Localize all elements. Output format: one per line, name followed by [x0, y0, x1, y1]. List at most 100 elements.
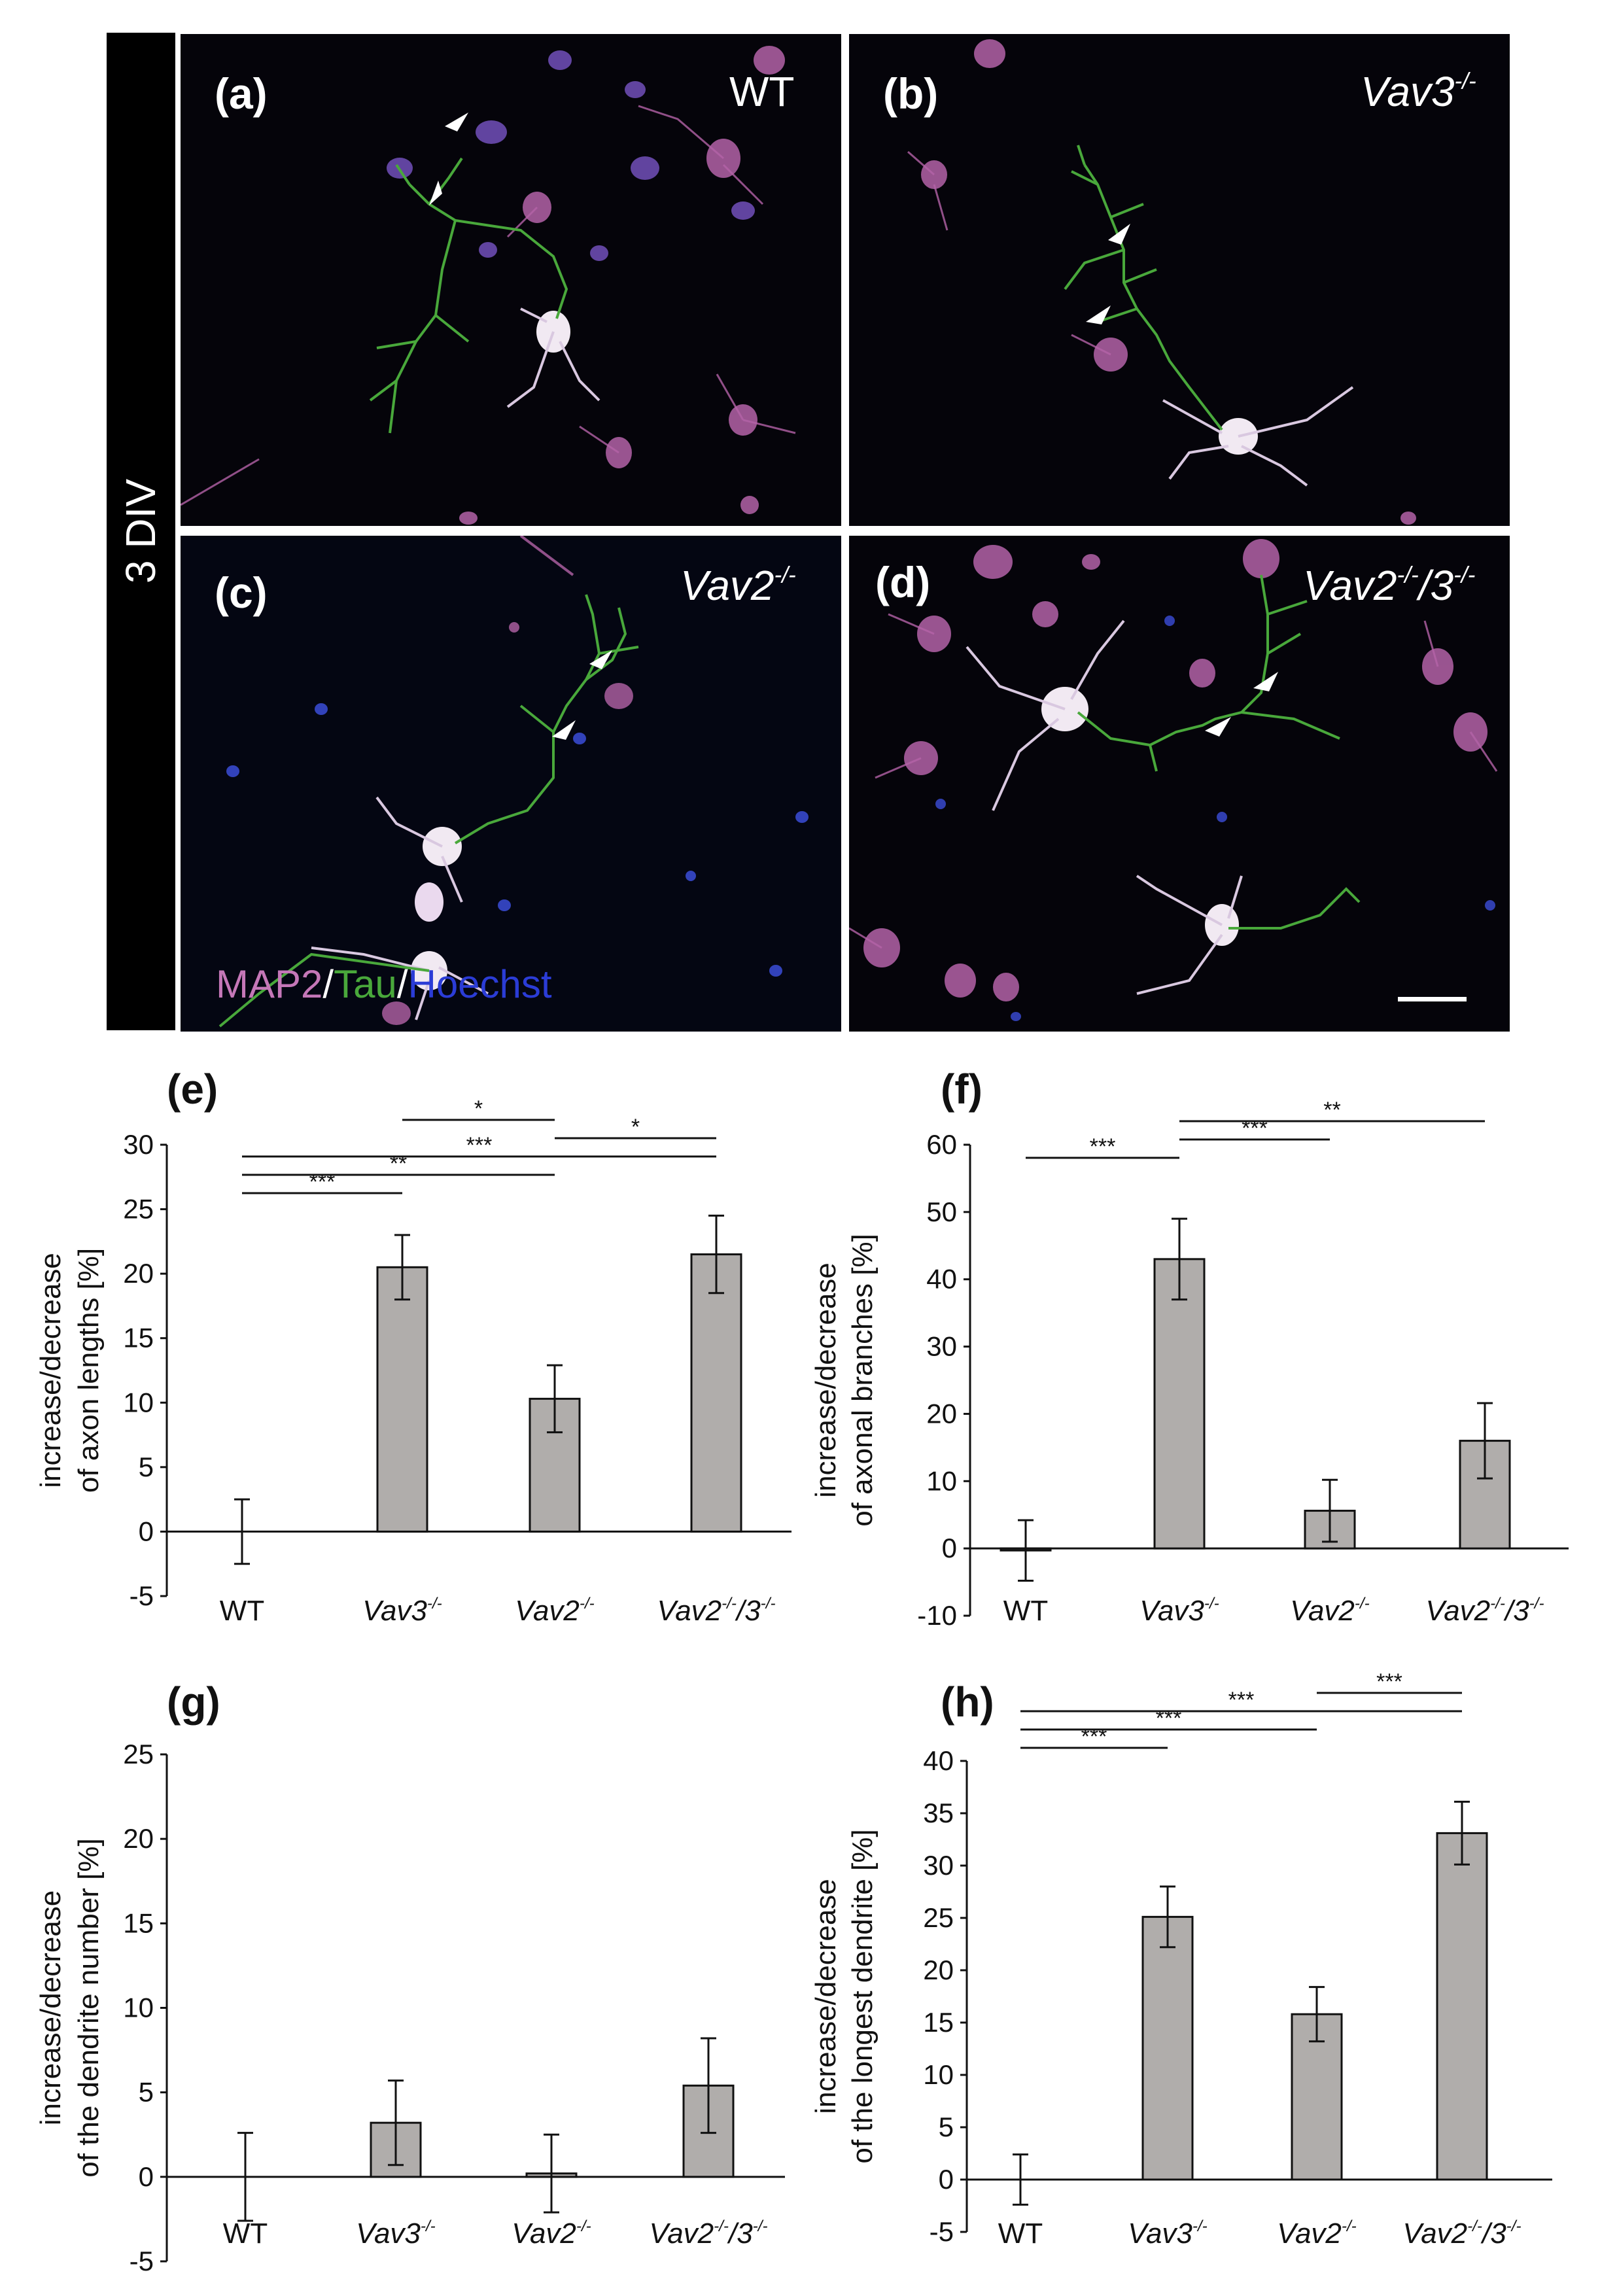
y-axis-label: of the dendrite number [%]	[73, 1838, 105, 2178]
y-axis-label: increase/decrease	[35, 1890, 67, 2126]
x-tick-label: Vav2-/-	[1277, 2218, 1357, 2250]
x-tick-label: WT	[219, 1595, 265, 1627]
y-tick-label: 30	[926, 1331, 957, 1362]
y-tick-label: 0	[139, 1516, 154, 1546]
y-tick-label: 25	[923, 1902, 954, 1933]
chart-label-f: (f)	[941, 1066, 983, 1113]
x-tick-label: Vav2-/-/3-/-	[1425, 1595, 1544, 1627]
y-tick-label: -5	[930, 2216, 954, 2247]
y-tick-label: 25	[123, 1739, 154, 1769]
bar	[1436, 1832, 1488, 2181]
y-tick-label: 0	[942, 1533, 957, 1563]
legend-hoechst: Hoechst	[408, 962, 552, 1006]
y-tick-label: 35	[923, 1798, 954, 1828]
micrograph-panel-c	[181, 536, 841, 1032]
chart-label-h: (h)	[941, 1679, 994, 1726]
chart-h: (h) -5 0 5 10 15 20 25 30 35 40 increase/decrease o…	[800, 1648, 1600, 2296]
condition-bar	[107, 33, 175, 1030]
legend-separator: /	[322, 962, 334, 1006]
significance-label: ***	[466, 1133, 493, 1158]
genotype-sup-d1: -/-	[1397, 562, 1419, 588]
bar	[1459, 1440, 1511, 1550]
significance-label: ***	[1081, 1724, 1107, 1749]
micrograph-panel-a	[181, 34, 841, 526]
panel-label-d: (d)	[875, 558, 931, 606]
y-tick-label: 15	[123, 1907, 154, 1938]
y-tick-label: -10	[917, 1600, 957, 1631]
legend-tau: Tau	[334, 962, 397, 1006]
y-tick-label: 20	[123, 1258, 154, 1289]
y-axis-label: of axonal branches [%]	[846, 1234, 878, 1527]
genotype-label-a: WT	[729, 67, 795, 116]
legend-separator: /	[396, 962, 408, 1006]
genotype-text-d2: /3	[1418, 562, 1454, 609]
genotype-text-d1: Vav2	[1303, 562, 1397, 609]
significance-label: **	[1323, 1098, 1340, 1122]
y-tick-label: 60	[926, 1129, 957, 1160]
genotype-sup-d2: -/-	[1453, 562, 1476, 588]
y-tick-label: 50	[926, 1196, 957, 1227]
neuron-image-d	[849, 539, 1498, 1021]
significance-label: ***	[1090, 1134, 1116, 1159]
panel-label-c: (c)	[215, 568, 268, 617]
y-tick-label: 10	[123, 1992, 154, 2023]
x-tick-label: Vav2-/-	[1290, 1595, 1370, 1627]
y-axis-label: increase/decrease	[810, 1262, 842, 1498]
genotype-text-a: WT	[729, 68, 795, 115]
x-tick-label: WT	[222, 2218, 268, 2250]
genotype-sup-c: -/-	[774, 562, 796, 588]
significance-label: ***	[1376, 1669, 1402, 1694]
y-tick-label: 30	[923, 1850, 954, 1881]
significance-label: ***	[1228, 1688, 1255, 1713]
chart-f-plot: -10 0 10 20 30 40 50 60 increase/decrease of axon…	[810, 1098, 1569, 1631]
y-tick-label: 10	[926, 1465, 957, 1496]
genotype-label-c: Vav2-/-	[680, 561, 796, 610]
y-tick-label: 40	[923, 1745, 954, 1776]
significance-label: **	[390, 1151, 407, 1176]
y-tick-label: 5	[139, 1452, 154, 1482]
genotype-text-c: Vav2	[680, 562, 774, 609]
x-tick-label: Vav3-/-	[1128, 2218, 1208, 2250]
y-tick-label: 10	[123, 1387, 154, 1418]
y-tick-label: 15	[923, 2007, 954, 2038]
x-tick-label: Vav2-/-/3-/-	[1402, 2218, 1522, 2250]
stain-legend: MAP2/Tau/Hoechst	[216, 962, 552, 1007]
genotype-text-b: Vav3	[1361, 68, 1455, 115]
neuron-image-c	[218, 536, 809, 1028]
chart-g-plot: -5 0 5 10 15 20 25 increase/decrease of the dend…	[35, 1739, 785, 2276]
x-tick-label: Vav2-/-/3-/-	[649, 2218, 768, 2250]
neuron-image-a	[181, 46, 796, 525]
legend-map2: MAP2	[216, 962, 323, 1006]
bar	[1141, 1915, 1194, 2181]
bar	[376, 1266, 428, 1533]
y-tick-label: -5	[130, 1580, 154, 1611]
x-tick-label: WT	[1003, 1595, 1049, 1627]
panel-label-b: (b)	[883, 69, 939, 118]
x-tick-label: Vav3-/-	[1139, 1595, 1219, 1627]
y-tick-label: -5	[130, 2246, 154, 2276]
micrograph-panel-d	[849, 536, 1510, 1032]
significance-label: ***	[1156, 1706, 1182, 1731]
x-tick-label: Vav2-/-	[512, 2218, 591, 2250]
y-tick-label: 40	[926, 1264, 957, 1295]
x-tick-label: Vav2-/-	[515, 1595, 595, 1627]
y-tick-label: 20	[926, 1398, 957, 1429]
micrograph-panel-b	[849, 34, 1510, 526]
y-axis-label: increase/decrease	[810, 1879, 842, 2114]
y-tick-label: 30	[123, 1129, 154, 1160]
y-tick-label: 15	[123, 1323, 154, 1353]
y-tick-label: 20	[923, 1955, 954, 1985]
genotype-sup-b: -/-	[1454, 68, 1476, 94]
y-tick-label: 25	[123, 1194, 154, 1225]
x-tick-label: Vav3-/-	[356, 2218, 436, 2250]
y-axis-label: increase/decrease	[35, 1253, 67, 1488]
y-tick-label: 0	[939, 2164, 954, 2195]
significance-label: ***	[309, 1170, 336, 1194]
y-tick-label: 5	[139, 2077, 154, 2108]
significance-label: *	[474, 1096, 483, 1121]
significance-label: ***	[1242, 1116, 1268, 1141]
chart-h-plot: -5 0 5 10 15 20 25 30 35 40 increase/decrease of th…	[810, 1669, 1552, 2247]
y-axis-label: of axon lengths [%]	[73, 1248, 105, 1493]
scale-bar	[1398, 997, 1467, 1001]
